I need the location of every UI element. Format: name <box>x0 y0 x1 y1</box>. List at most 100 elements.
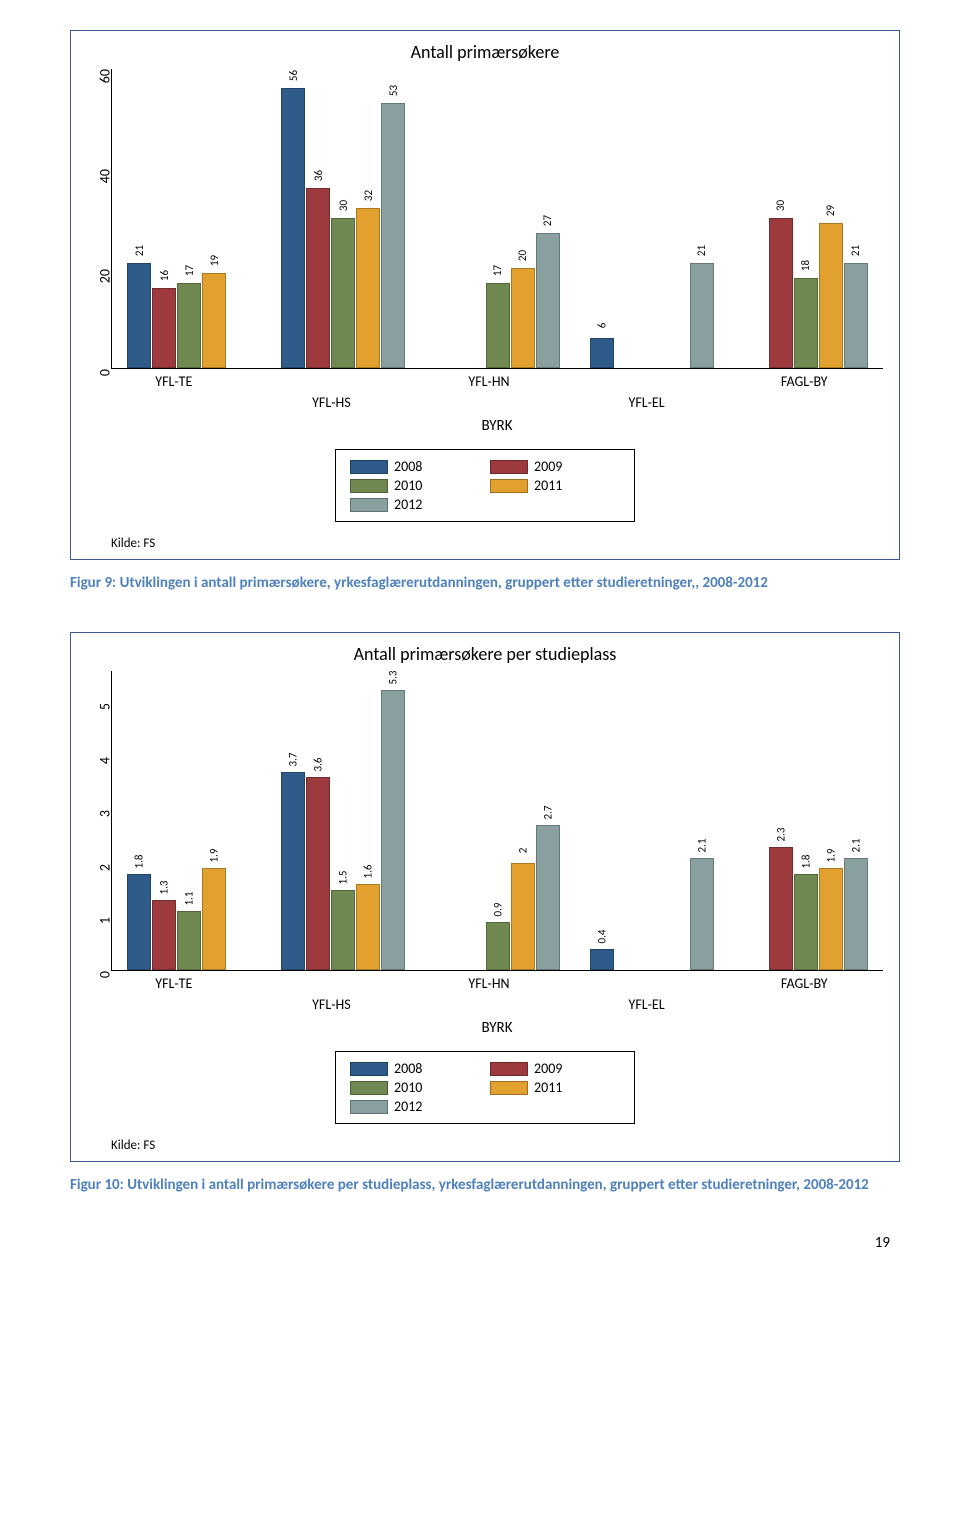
legend-item: 2010 <box>350 477 470 494</box>
bar <box>306 777 330 970</box>
bar <box>844 263 868 368</box>
bar <box>281 772 305 970</box>
x-label <box>725 992 883 1013</box>
bar <box>127 263 151 368</box>
legend-label: 2008 <box>394 458 422 475</box>
bar-value-label: 1.8 <box>133 854 146 868</box>
legend-label: 2012 <box>394 1098 422 1115</box>
bar-value-label: 20 <box>516 250 529 261</box>
legend-swatch <box>490 1081 528 1095</box>
bar <box>536 825 560 970</box>
legend-item: 2011 <box>490 477 610 494</box>
chart-2-yaxis: 012345 <box>87 671 111 971</box>
legend-swatch <box>490 479 528 493</box>
legend-item: 2012 <box>350 1098 470 1115</box>
bar <box>536 233 560 368</box>
bar <box>306 188 330 368</box>
bar-group: 21161719 <box>112 69 266 368</box>
x-label: YFL-EL <box>568 992 726 1013</box>
bar <box>819 223 843 368</box>
bar-value-label: 21 <box>695 245 708 256</box>
bar-value-label: 3.7 <box>287 752 300 766</box>
bar <box>356 208 380 368</box>
bar-value-label: 18 <box>799 260 812 271</box>
chart-2: Antall primærsøkere per studieplass 0123… <box>70 632 900 1162</box>
chart-1-kilde: Kilde: FS <box>71 536 899 559</box>
x-label: YFL-TE <box>95 971 253 992</box>
bar-value-label: 1.3 <box>158 881 171 895</box>
x-label <box>568 369 726 390</box>
bar <box>127 874 151 970</box>
chart-2-kilde: Kilde: FS <box>71 1138 899 1161</box>
x-label: YFL-HS <box>253 390 411 411</box>
legend-swatch <box>350 1100 388 1114</box>
x-label <box>95 390 253 411</box>
bar-value-label: 0.9 <box>491 902 504 916</box>
chart-1-plot-area: 21161719563630325317202762130182921 <box>111 69 883 369</box>
bar-value-label: 1.6 <box>362 865 375 879</box>
bar <box>202 868 226 970</box>
chart-1-xlabels-primary: YFL-TEYFL-HNFAGL-BY <box>95 369 899 390</box>
x-label: YFL-HN <box>410 369 568 390</box>
chart-2-legend: 20082009201020112012 <box>71 1051 899 1124</box>
chart-1: Antall primærsøkere 0204060 211617195636… <box>70 30 900 560</box>
legend-label: 2009 <box>534 1060 562 1077</box>
bar <box>690 263 714 368</box>
x-label <box>725 390 883 411</box>
bar-group: 0.42.1 <box>575 671 729 970</box>
chart-1-plot: 0204060 21161719563630325317202762130182… <box>71 69 899 369</box>
bar-value-label: 19 <box>208 255 221 266</box>
bar-value-label: 30 <box>774 200 787 211</box>
bar-value-label: 53 <box>387 85 400 96</box>
bar-value-label: 1.8 <box>799 854 812 868</box>
bar-value-label: 1.9 <box>824 849 837 863</box>
bar <box>769 218 793 368</box>
bar-value-label: 17 <box>491 265 504 276</box>
bar-group: 2.31.81.92.1 <box>729 671 883 970</box>
legend-swatch <box>350 498 388 512</box>
chart-1-title: Antall primærsøkere <box>71 31 899 69</box>
caption-2: Figur 10: Utviklingen i antall primærsøk… <box>70 1176 900 1194</box>
bar-value-label: 30 <box>337 200 350 211</box>
bar-group: 30182921 <box>729 69 883 368</box>
caption-1: Figur 9: Utviklingen i antall primærsøke… <box>70 574 900 592</box>
x-label <box>410 992 568 1013</box>
x-label: YFL-HN <box>410 971 568 992</box>
bar <box>486 922 510 970</box>
bar-value-label: 1.9 <box>208 849 221 863</box>
bar-value-label: 2.1 <box>695 838 708 852</box>
bar-group: 0.922.7 <box>420 671 574 970</box>
chart-2-xlabels-primary: YFL-TE YFL-HN FAGL-BY <box>95 971 899 992</box>
chart-1-xlabels-secondary: YFL-HS YFL-EL <box>95 390 899 411</box>
bar <box>794 874 818 970</box>
x-label: YFL-HS <box>253 992 411 1013</box>
legend-item: 2009 <box>490 1060 610 1077</box>
x-label <box>95 992 253 1013</box>
bar-value-label: 27 <box>541 215 554 226</box>
bar-value-label: 56 <box>287 70 300 81</box>
bar-value-label: 17 <box>183 265 196 276</box>
bar-value-label: 3.6 <box>312 758 325 772</box>
bar <box>381 690 405 970</box>
bar <box>819 868 843 970</box>
bar <box>511 268 535 368</box>
bar-group: 1.81.31.11.9 <box>112 671 266 970</box>
legend-item: 2009 <box>490 458 610 475</box>
x-label: FAGL-BY <box>725 971 883 992</box>
x-label: FAGL-BY <box>725 369 883 390</box>
legend-swatch <box>350 1062 388 1076</box>
bar-value-label: 5.3 <box>387 671 400 685</box>
bar-value-label: 1.5 <box>337 870 350 884</box>
legend-label: 2008 <box>394 1060 422 1077</box>
chart-2-plot: 012345 1.81.31.11.93.73.61.51.65.30.922.… <box>71 671 899 971</box>
x-label: YFL-EL <box>568 390 726 411</box>
bar-value-label: 2 <box>516 848 529 854</box>
bar <box>331 890 355 970</box>
bar <box>281 88 305 368</box>
legend-swatch <box>490 1062 528 1076</box>
bar <box>590 338 614 368</box>
bar <box>486 283 510 368</box>
x-label <box>568 971 726 992</box>
bar <box>844 858 868 971</box>
bar <box>769 847 793 970</box>
